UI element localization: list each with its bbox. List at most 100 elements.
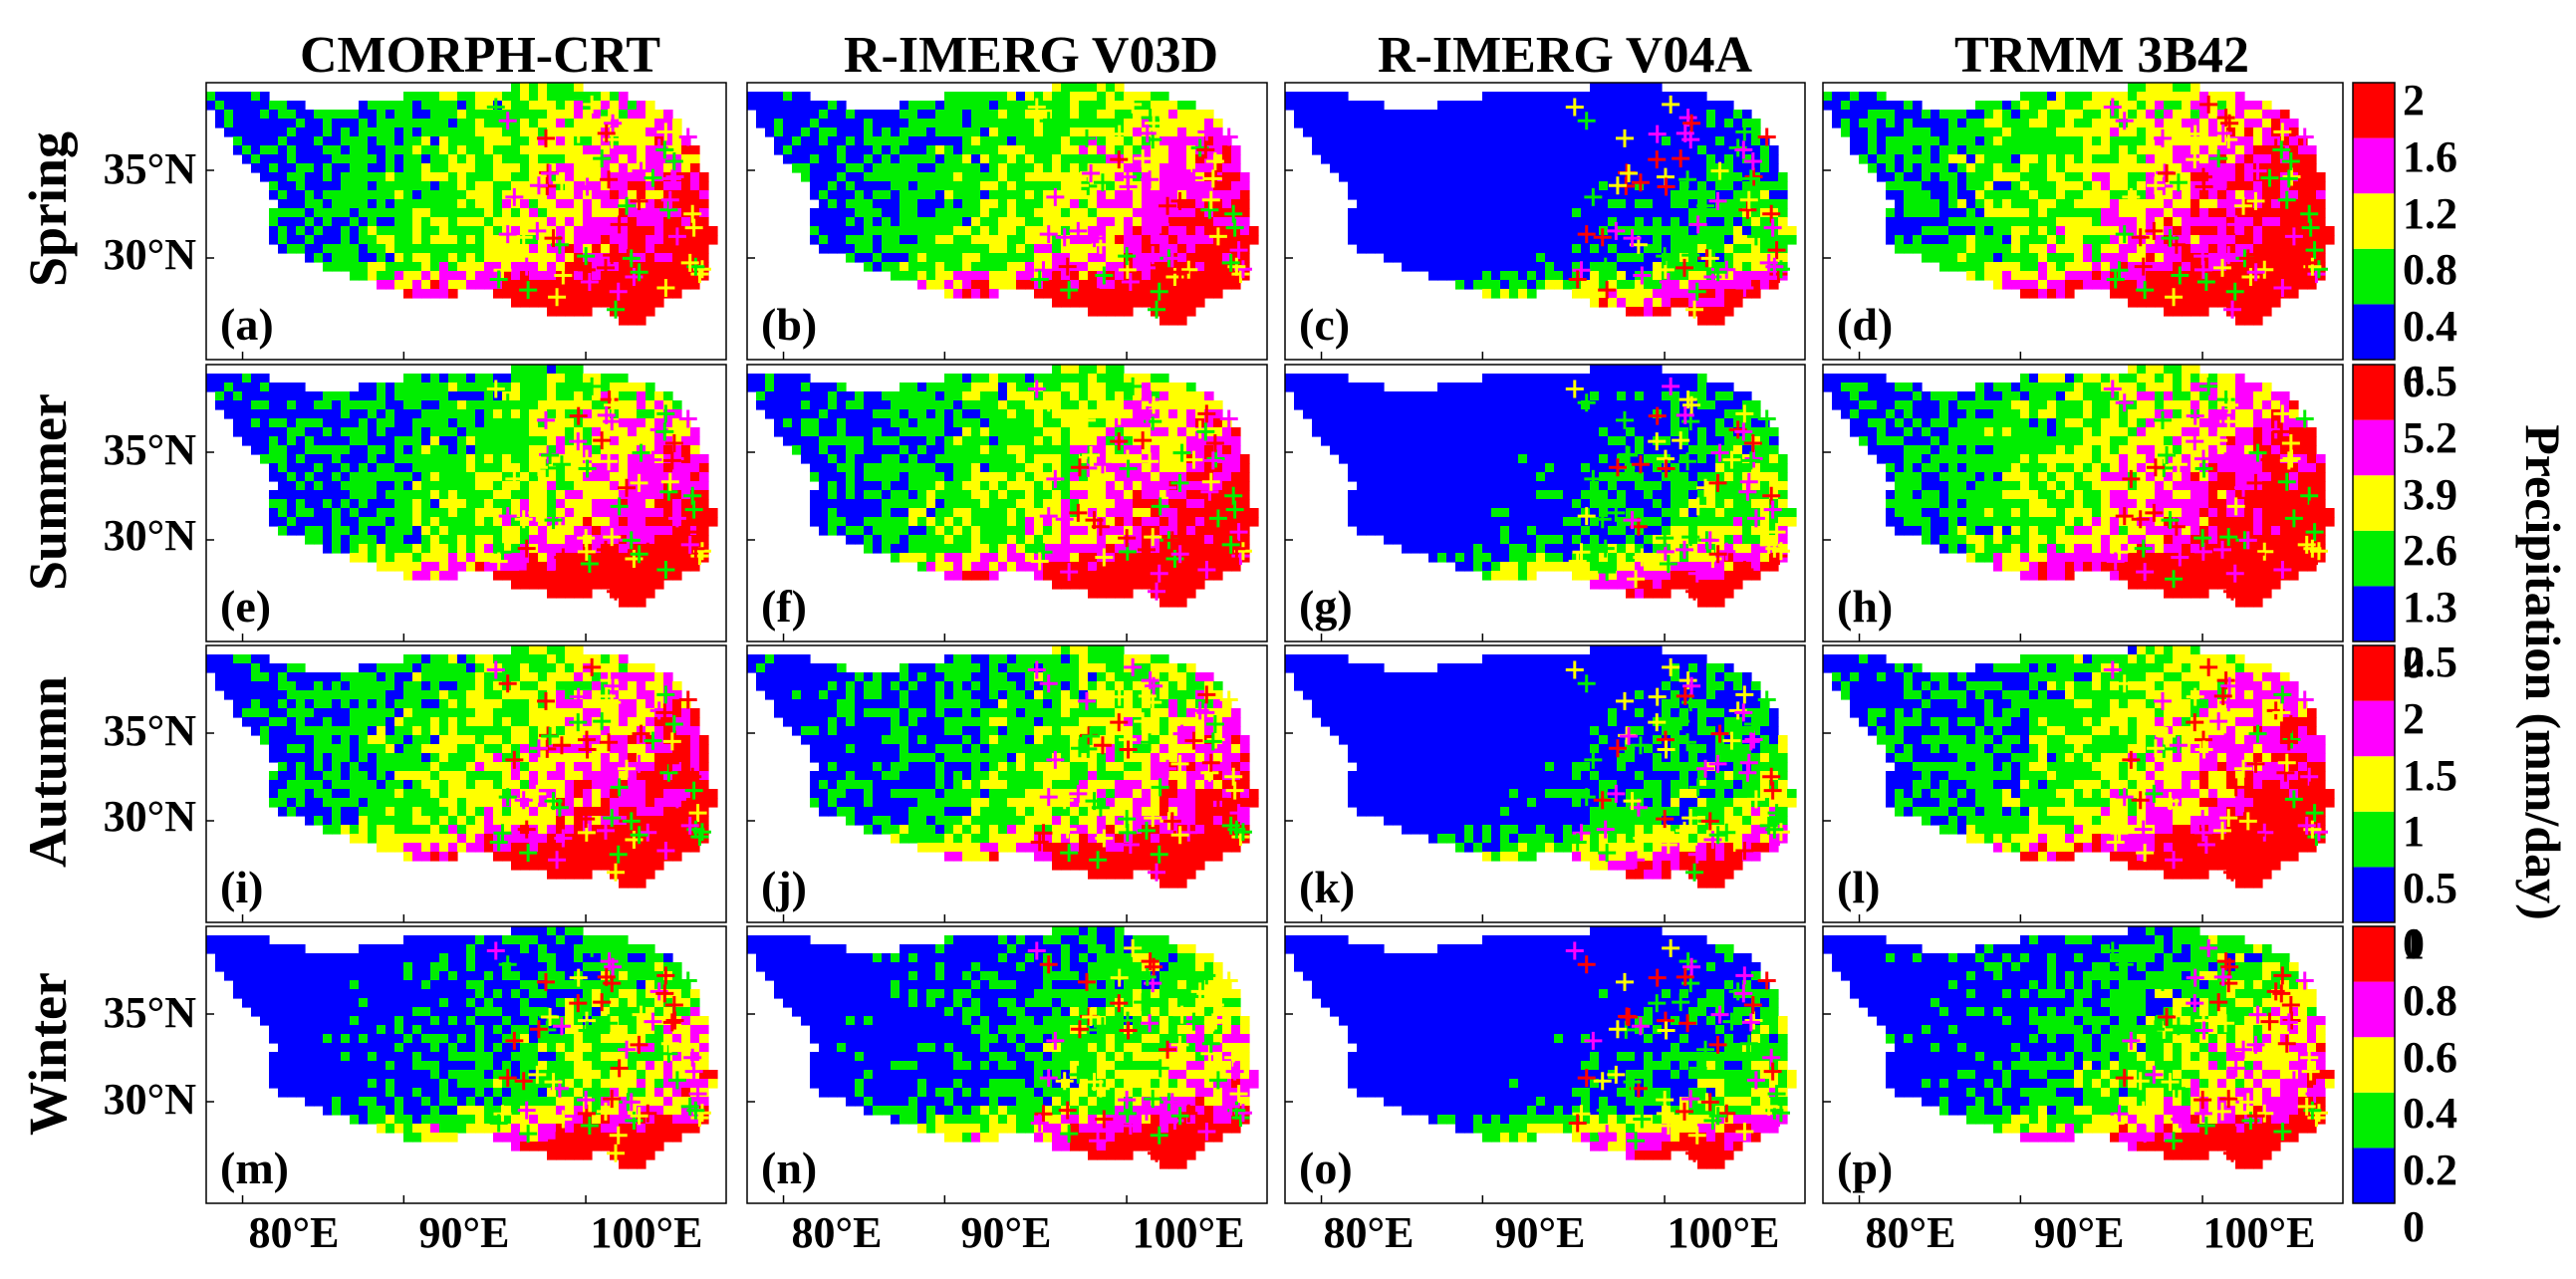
grid-cell (529, 271, 539, 281)
grid-cell (1437, 110, 1447, 120)
grid-cell (2074, 244, 2084, 254)
grid-cell (1500, 154, 1510, 164)
grid-cell (2029, 253, 2039, 263)
grid-cell (654, 262, 664, 272)
grid-cell (547, 400, 557, 410)
grid-cell (2298, 235, 2308, 245)
grid-cell (1186, 217, 1196, 227)
grid-cell (1545, 253, 1555, 263)
grid-cell (1151, 226, 1160, 236)
grid-cell (1993, 172, 2003, 182)
grid-cell (1061, 119, 1071, 128)
grid-cell (1500, 190, 1510, 200)
grid-cell (403, 154, 413, 164)
grid-cell (1159, 110, 1169, 120)
grid-cell (2199, 136, 2209, 146)
grid-cell (1733, 298, 1743, 308)
grid-cell (1590, 298, 1600, 308)
grid-cell (421, 374, 431, 384)
grid-cell (2092, 217, 2102, 227)
grid-cell (1527, 190, 1537, 200)
grid-cell (619, 172, 629, 182)
grid-cell (1581, 289, 1591, 299)
grid-cell (672, 400, 682, 410)
grid-cell (1724, 217, 1734, 227)
grid-cell (801, 163, 811, 173)
grid-cell (2083, 190, 2093, 200)
grid-cell (1715, 208, 1725, 218)
grid-cell (2244, 298, 2254, 308)
grid-cell (1993, 101, 2003, 111)
grid-cell (206, 383, 216, 392)
station-marker (1708, 263, 1727, 282)
grid-cell (278, 217, 288, 227)
grid-cell (439, 190, 449, 200)
station-marker (1046, 187, 1065, 206)
grid-cell (233, 128, 243, 137)
grid-cell (846, 253, 856, 263)
grid-cell (2065, 262, 2075, 272)
grid-cell (681, 190, 691, 200)
grid-cell (1626, 235, 1636, 245)
grid-cell (2128, 181, 2138, 191)
station-marker (1741, 169, 1760, 188)
grid-cell (998, 253, 1008, 263)
grid-cell (1312, 145, 1322, 155)
grid-cell (882, 110, 892, 120)
grid-cell (260, 145, 270, 155)
grid-cell (1895, 235, 1905, 245)
station-marker (1219, 128, 1238, 146)
grid-cell (1733, 226, 1743, 236)
grid-cell (774, 110, 784, 120)
grid-cell (1957, 253, 1967, 263)
grid-cell (1375, 119, 1385, 128)
grid-cell (1966, 145, 1976, 155)
grid-cell (2173, 190, 2183, 200)
grid-cell (1088, 217, 1098, 227)
grid-cell (2199, 92, 2209, 102)
grid-cell (1993, 235, 2003, 245)
grid-cell (251, 163, 261, 173)
grid-cell (628, 145, 638, 155)
grid-cell (1679, 190, 1689, 200)
grid-cell (601, 145, 611, 155)
grid-cell (2307, 145, 2317, 155)
grid-cell (2235, 172, 2245, 182)
grid-cell (2164, 163, 2174, 173)
grid-cell (1850, 92, 1860, 102)
grid-cell (1348, 145, 1358, 155)
station-marker (2246, 263, 2265, 282)
grid-cell (368, 235, 378, 245)
grid-cell (1106, 190, 1116, 200)
grid-cell (989, 253, 999, 263)
grid-cell (1527, 199, 1537, 209)
grid-cell (672, 280, 682, 290)
grid-cell (1993, 136, 2003, 146)
grid-cell (368, 110, 378, 120)
grid-cell (1446, 110, 1456, 120)
grid-cell (690, 163, 700, 173)
grid-cell (2289, 271, 2299, 281)
grid-cell (1509, 92, 1519, 102)
station-marker (604, 114, 623, 132)
grid-cell (2298, 199, 2308, 209)
grid-cell (2244, 235, 2254, 245)
grid-cell (2065, 119, 2075, 128)
grid-cell (287, 208, 297, 218)
grid-cell (1590, 163, 1600, 173)
grid-cell (1204, 119, 1214, 128)
grid-cell (1931, 119, 1940, 128)
grid-cell (448, 199, 458, 209)
grid-cell (1877, 163, 1887, 173)
grid-cell (1464, 253, 1474, 263)
grid-cell (2083, 208, 2093, 218)
grid-cell (944, 101, 954, 111)
grid-cell (377, 136, 386, 146)
grid-cell (1554, 226, 1564, 236)
grid-cell (908, 199, 918, 209)
grid-cell (628, 101, 638, 111)
grid-cell (2199, 154, 2209, 164)
grid-cell (583, 374, 593, 384)
grid-cell (1375, 181, 1385, 191)
grid-cell (1195, 289, 1205, 299)
